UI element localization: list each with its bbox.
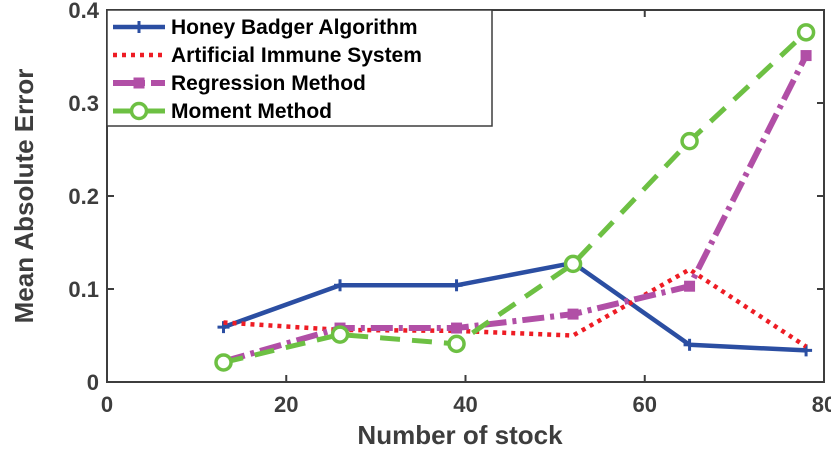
series-4-point [330, 325, 350, 344]
series-1-point [683, 338, 696, 351]
x-tick-label: 40 [453, 392, 477, 417]
y-tick-label: 0 [87, 370, 99, 395]
series-1-point [334, 279, 347, 292]
series-3-point [451, 322, 463, 334]
series-line-1 [222, 260, 807, 353]
series-1-point [450, 279, 463, 292]
legend-label-1: Honey Badger Algorithm [171, 16, 418, 39]
series-3-point [800, 50, 812, 62]
series-4-point [796, 23, 816, 42]
legend-marker-3 [133, 77, 145, 89]
series-line-2 [223, 267, 808, 349]
series-3-point [567, 308, 579, 320]
y-tick-label: 0.1 [68, 277, 99, 302]
series-4-point [447, 334, 466, 354]
legend-label-4: Moment Method [171, 100, 332, 123]
x-tick-label: 20 [274, 392, 298, 417]
legend-marker-1 [133, 21, 145, 33]
series-line-3 [222, 54, 809, 365]
legend-label-2: Artificial Immune System [171, 44, 422, 67]
series-3-point [684, 280, 696, 292]
x-tick-label: 80 [812, 392, 831, 417]
x-tick-label: 60 [633, 392, 657, 417]
y-tick-label: 0.3 [68, 91, 99, 116]
series-4-point [680, 131, 699, 151]
legend-marker-4 [129, 101, 149, 121]
y-tick-label: 0.2 [68, 184, 99, 209]
y-axis-ticks: 0 0.1 0.2 0.3 0.4 [68, 0, 824, 395]
x-axis-title: Number of stock [357, 420, 563, 450]
x-tick-label: 0 [101, 392, 113, 417]
legend: Honey Badger Algorithm Artificial Immune … [106, 9, 493, 127]
series-line-4 [222, 30, 808, 365]
y-axis-title: Mean Absolute Error [9, 69, 39, 324]
x-axis-ticks: 0 20 40 60 80 [101, 10, 831, 417]
series-4-point [563, 254, 583, 274]
y-tick-label: 0.4 [68, 0, 99, 23]
series-4-point [214, 353, 233, 372]
legend-box [106, 9, 493, 127]
series-layer [214, 23, 816, 372]
legend-label-3: Regression Method [171, 72, 366, 95]
